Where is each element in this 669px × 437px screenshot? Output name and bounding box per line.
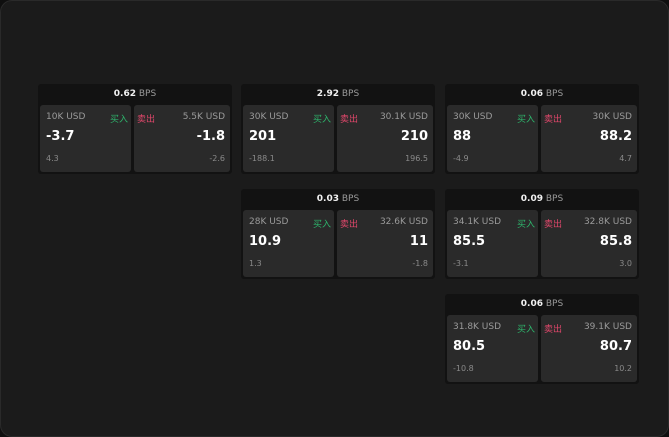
buy-price: -3.7 xyxy=(46,129,75,144)
sell-label: 卖出 xyxy=(544,220,563,230)
buy-amount: 34.1K USD xyxy=(453,217,502,227)
sell-label: 卖出 xyxy=(544,325,563,335)
buy-change: -10.8 xyxy=(453,364,474,373)
spread-header: 0.06 BPS xyxy=(445,84,639,104)
sell-amount: 30.1K USD xyxy=(379,112,428,122)
sell-label: 卖出 xyxy=(340,115,359,125)
spread-value: 0.06 xyxy=(520,89,543,99)
sell-price: 11 xyxy=(409,234,428,249)
buy-change: 1.3 xyxy=(249,259,262,268)
buy-price: 10.9 xyxy=(249,234,282,249)
buy-label: 买入 xyxy=(109,115,128,125)
sell-panel[interactable]: 5.5K USD 卖出 -1.8 -2.6 xyxy=(134,105,230,172)
spread-header: 0.09 BPS xyxy=(445,189,639,209)
spread-value: 2.92 xyxy=(316,89,339,99)
spread-unit: BPS xyxy=(138,89,157,99)
sell-change: 196.5 xyxy=(405,154,428,163)
buy-change: -3.1 xyxy=(453,259,469,268)
buy-amount: 30K USD xyxy=(249,112,289,122)
buy-change: -188.1 xyxy=(249,154,275,163)
sell-panel[interactable]: 30K USD 卖出 88.2 4.7 xyxy=(541,105,637,172)
sell-change: 4.7 xyxy=(619,154,632,163)
sell-price: -1.8 xyxy=(196,129,225,144)
sell-amount: 39.1K USD xyxy=(583,322,632,332)
sell-label: 卖出 xyxy=(544,115,563,125)
sell-amount: 5.5K USD xyxy=(182,112,225,122)
sell-panel[interactable]: 32.8K USD 卖出 85.8 3.0 xyxy=(541,210,637,277)
buy-panel[interactable]: 30K USD 买入 201 -188.1 xyxy=(243,105,334,172)
buy-change: -4.9 xyxy=(453,154,469,163)
sell-panel[interactable]: 39.1K USD 卖出 80.7 10.2 xyxy=(541,315,637,382)
quote-tile: 0.06 BPS 31.8K USD 买入 80.5 -10.8 39.1K U… xyxy=(445,294,639,384)
buy-panel[interactable]: 10K USD 买入 -3.7 4.3 xyxy=(40,105,131,172)
buy-price: 80.5 xyxy=(453,339,486,354)
buy-price: 85.5 xyxy=(453,234,486,249)
buy-amount: 10K USD xyxy=(46,112,86,122)
buy-label: 买入 xyxy=(312,220,331,230)
sell-label: 卖出 xyxy=(137,115,156,125)
sell-amount: 30K USD xyxy=(592,112,632,122)
sell-label: 卖出 xyxy=(340,220,359,230)
sell-price: 85.8 xyxy=(599,234,632,249)
sell-panel[interactable]: 30.1K USD 卖出 210 196.5 xyxy=(337,105,433,172)
spread-header: 0.62 BPS xyxy=(38,84,232,104)
buy-panel[interactable]: 28K USD 买入 10.9 1.3 xyxy=(243,210,334,277)
buy-panel[interactable]: 31.8K USD 买入 80.5 -10.8 xyxy=(447,315,538,382)
quote-tile: 0.62 BPS 10K USD 买入 -3.7 4.3 5.5K USD 卖出… xyxy=(38,84,232,174)
sell-change: -1.8 xyxy=(412,259,428,268)
sell-panel[interactable]: 32.6K USD 卖出 11 -1.8 xyxy=(337,210,433,277)
spread-value: 0.09 xyxy=(520,194,543,204)
quote-tile: 0.03 BPS 28K USD 买入 10.9 1.3 32.6K USD 卖… xyxy=(241,189,435,279)
buy-price: 201 xyxy=(249,129,277,144)
spread-unit: BPS xyxy=(545,89,564,99)
spread-header: 0.03 BPS xyxy=(241,189,435,209)
spread-value: 0.62 xyxy=(113,89,136,99)
quote-tile: 0.09 BPS 34.1K USD 买入 85.5 -3.1 32.8K US… xyxy=(445,189,639,279)
sell-amount: 32.8K USD xyxy=(583,217,632,227)
spread-unit: BPS xyxy=(545,194,564,204)
sell-price: 88.2 xyxy=(599,129,632,144)
spread-value: 0.06 xyxy=(520,299,543,309)
buy-panel[interactable]: 34.1K USD 买入 85.5 -3.1 xyxy=(447,210,538,277)
spread-unit: BPS xyxy=(341,89,360,99)
buy-amount: 30K USD xyxy=(453,112,493,122)
spread-unit: BPS xyxy=(545,299,564,309)
buy-change: 4.3 xyxy=(46,154,59,163)
sell-change: -2.6 xyxy=(209,154,225,163)
buy-amount: 31.8K USD xyxy=(453,322,502,332)
buy-label: 买入 xyxy=(516,115,535,125)
buy-label: 买入 xyxy=(516,220,535,230)
spread-value: 0.03 xyxy=(316,194,339,204)
sell-change: 3.0 xyxy=(619,259,632,268)
buy-panel[interactable]: 30K USD 买入 88 -4.9 xyxy=(447,105,538,172)
sell-amount: 32.6K USD xyxy=(379,217,428,227)
quote-tile: 0.06 BPS 30K USD 买入 88 -4.9 30K USD 卖出 8… xyxy=(445,84,639,174)
buy-price: 88 xyxy=(453,129,472,144)
sell-price: 210 xyxy=(400,129,428,144)
spread-header: 0.06 BPS xyxy=(445,294,639,314)
spread-header: 2.92 BPS xyxy=(241,84,435,104)
sell-change: 10.2 xyxy=(614,364,632,373)
spread-unit: BPS xyxy=(341,194,360,204)
buy-label: 买入 xyxy=(516,325,535,335)
quote-tile: 2.92 BPS 30K USD 买入 201 -188.1 30.1K USD… xyxy=(241,84,435,174)
buy-label: 买入 xyxy=(312,115,331,125)
buy-amount: 28K USD xyxy=(249,217,289,227)
sell-price: 80.7 xyxy=(599,339,632,354)
